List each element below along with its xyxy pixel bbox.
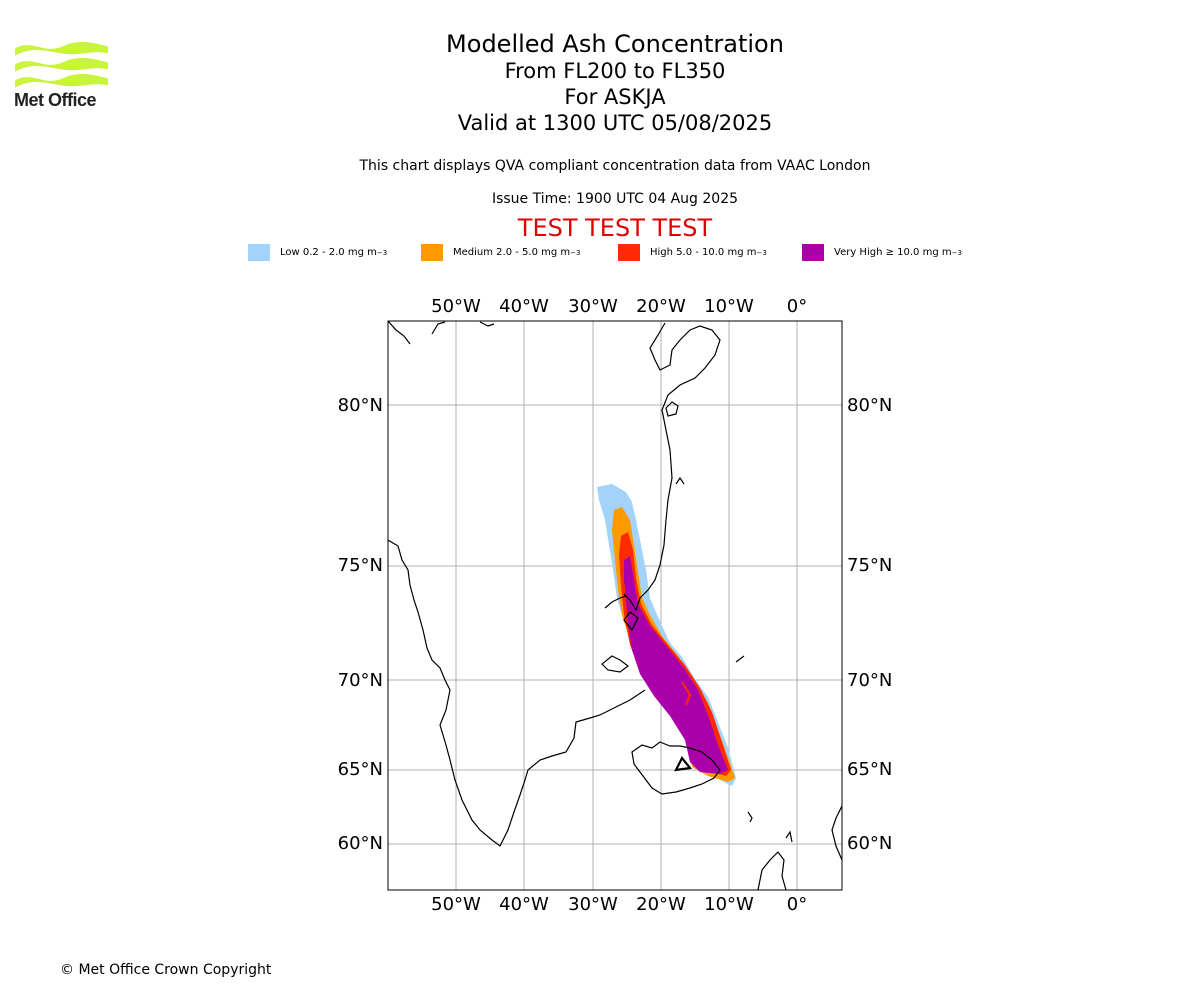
legend-swatch-medium: [421, 244, 443, 261]
volcano-name: For ASKJA: [564, 85, 666, 109]
legend: Low 0.2 - 2.0 mg m −3 Medium 2.0 - 5.0 mg…: [0, 244, 1200, 264]
scoresby-sund: [601, 655, 629, 673]
legend-exp-low: −3: [376, 248, 388, 257]
greenland-north-cape: [479, 321, 495, 327]
legend-item-very-high: Very High ≥ 10.0 mg m −3: [802, 244, 962, 261]
top-lon-label: 0°: [787, 296, 807, 317]
top-lon-label: 30°W: [568, 296, 618, 317]
right-lat-label: 70°N: [847, 670, 892, 691]
greenland-coast: [388, 539, 646, 847]
norway-coast: [831, 805, 842, 861]
right-lat-label: 75°N: [847, 555, 892, 576]
legend-swatch-low: [248, 244, 270, 261]
legend-exp-high: −3: [756, 248, 767, 257]
bottom-lon-label: 0°: [787, 894, 807, 915]
top-lon-label: 10°W: [704, 296, 754, 317]
flight-levels: From FL200 to FL350: [504, 59, 726, 83]
copyright: © Met Office Crown Copyright: [60, 962, 272, 978]
legend-label-high: High 5.0 - 10.0 mg m: [650, 247, 757, 258]
bottom-lon-label: 30°W: [568, 894, 618, 915]
left-lat-label: 65°N: [338, 759, 383, 780]
svalbard-coast: [665, 401, 679, 417]
greenland-northwest-coast: [388, 321, 411, 345]
left-lat-label: 80°N: [338, 395, 383, 416]
plume-high-streak: [681, 681, 692, 706]
legend-exp-medium: −3: [570, 248, 581, 257]
top-lon-label: 40°W: [499, 296, 549, 317]
shetland-islands: [785, 830, 793, 843]
left-lat-label: 60°N: [338, 833, 383, 854]
legend-swatch-very-high: [802, 244, 824, 261]
right-lat-label: 80°N: [847, 395, 892, 416]
logo-text: Met Office: [14, 90, 97, 110]
askja-marker: [674, 755, 693, 772]
bottom-lon-label: 10°W: [704, 894, 754, 915]
left-lat-label: 70°N: [338, 670, 383, 691]
graticule: [388, 321, 842, 890]
met-office-logo: [15, 41, 108, 88]
legend-item-high: High 5.0 - 10.0 mg m −3: [618, 244, 767, 261]
greenland-inner-coast: [604, 595, 627, 609]
valid-time: Valid at 1300 UTC 05/08/2025: [457, 111, 773, 135]
title-block: Modelled Ash Concentration From FL200 to…: [315, 30, 915, 136]
legend-item-low: Low 0.2 - 2.0 mg m −3: [248, 244, 387, 261]
legend-exp-very-high: −3: [951, 248, 962, 257]
bottom-lon-label: 50°W: [431, 894, 481, 915]
iceland-coast: [631, 741, 721, 795]
greenland-north-inlet: [431, 321, 446, 335]
faroe-islands: [747, 811, 753, 823]
greenland-northeast-coast: [623, 322, 721, 612]
legend-swatch-high: [618, 244, 640, 261]
top-lon-label: 50°W: [431, 296, 481, 317]
plume-very-high: [624, 556, 728, 774]
east-greenland-islet: [675, 476, 685, 485]
map-frame: [387, 320, 843, 891]
test-banner: TEST TEST TEST: [517, 214, 713, 242]
legend-label-low: Low 0.2 - 2.0 mg m: [280, 247, 377, 258]
right-lat-label: 60°N: [847, 833, 892, 854]
east-greenland-island: [623, 611, 639, 632]
issue-time: Issue Time: 1900 UTC 04 Aug 2025: [491, 191, 739, 207]
legend-label-very-high: Very High ≥ 10.0 mg m: [834, 247, 952, 258]
bottom-lon-label: 40°W: [499, 894, 549, 915]
jan-mayen: [735, 655, 745, 663]
chart-title: Modelled Ash Concentration: [446, 30, 784, 58]
top-lon-label: 20°W: [636, 296, 686, 317]
right-lat-label: 65°N: [847, 759, 892, 780]
description: This chart displays QVA compliant concen…: [359, 158, 871, 174]
legend-label-medium: Medium 2.0 - 5.0 mg m: [453, 247, 571, 258]
coastlines: [388, 321, 842, 890]
left-lat-label: 75°N: [338, 555, 383, 576]
scotland-coast: [757, 851, 787, 890]
legend-item-medium: Medium 2.0 - 5.0 mg m −3: [421, 244, 580, 261]
bottom-lon-label: 20°W: [636, 894, 686, 915]
